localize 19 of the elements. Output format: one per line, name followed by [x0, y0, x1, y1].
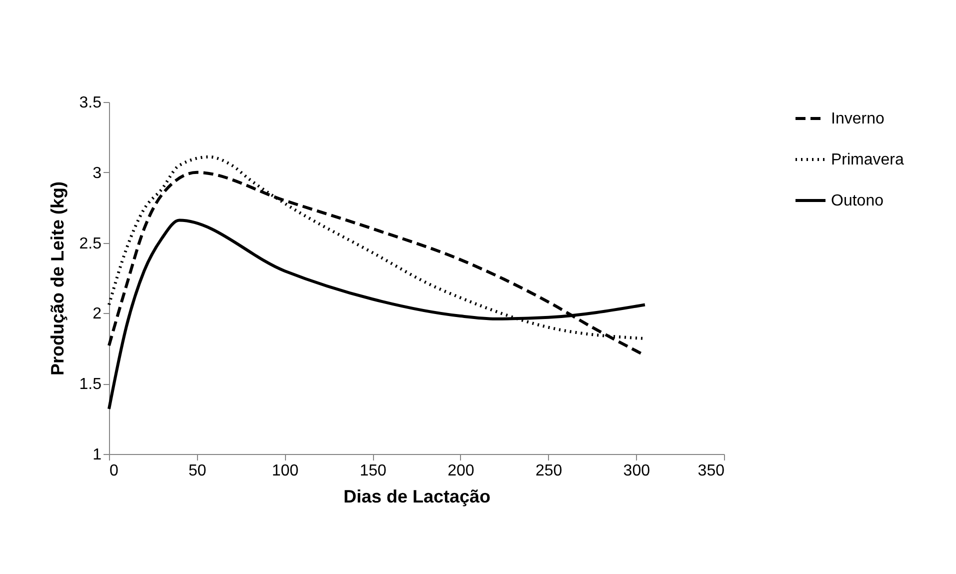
y-tick-label: 1.5 — [79, 376, 102, 394]
x-tick-label: 350 — [698, 462, 725, 480]
y-tick-label: 3.5 — [79, 94, 102, 112]
x-tick-label: 0 — [110, 462, 118, 480]
y-tick-label: 1 — [92, 446, 102, 464]
legend-label: Primavera — [831, 152, 904, 168]
y-tick-label: 3 — [92, 164, 102, 182]
y-axis-title: Produção de Leite (kg) — [47, 181, 68, 376]
x-tick-label: 250 — [535, 462, 562, 480]
x-tick-label: 300 — [623, 462, 650, 480]
x-tick-label: 100 — [272, 462, 299, 480]
y-tick-label: 2.5 — [79, 235, 102, 252]
x-tick-label: 150 — [360, 462, 387, 480]
legend-label: Outono — [831, 192, 884, 210]
x-axis-title: Dias de Lactação — [343, 486, 491, 506]
x-tick-label: 200 — [448, 462, 474, 480]
y-tick-label: 2 — [92, 306, 102, 323]
x-tick-label: 50 — [188, 462, 206, 480]
legend-label: Inverno — [831, 110, 884, 128]
